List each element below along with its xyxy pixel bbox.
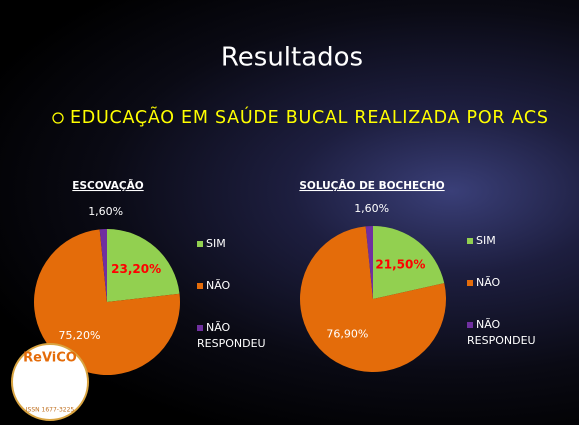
value-label: 1,60% [88,205,123,218]
legend-swatch [197,283,203,289]
logo: ReViCO ISSN 1677-3225 [11,343,89,421]
value-label: 76,90% [326,328,368,341]
legend-swatch [197,241,203,247]
value-label: 21,50% [375,257,425,271]
value-label: 1,60% [354,202,389,215]
legend-swatch [467,322,473,328]
pie-slice [34,229,181,376]
legend-item: NÃO RESPONDEU [197,320,282,352]
legend-swatch [467,280,473,286]
chart-title: SOLUÇÃO DE BOCHECHO [299,179,444,192]
legend-item: NÃO [197,278,282,294]
chart-title: ESCOVAÇÃO [72,179,143,192]
logo-name: ReViCO [23,351,77,366]
pie-slice [300,226,446,372]
legend-label: SIM [476,234,496,247]
legend-item: NÃO RESPONDEU [467,317,552,349]
legend-item: SIM [467,233,552,249]
value-label: 75,20% [59,329,101,342]
legend-label: NÃO [206,279,231,292]
legend-label: NÃO RESPONDEU [467,318,536,347]
legend-label: NÃO RESPONDEU [197,321,266,350]
pie-slice [107,229,180,302]
slide-title: Resultados [221,43,363,73]
pie-slice [99,229,107,302]
pie-slice [365,226,373,299]
legend-label: SIM [206,237,226,250]
logo-circle [11,343,89,421]
value-label: 23,20% [111,262,161,276]
legend-item: NÃO [467,275,552,291]
pie-slice [373,226,445,299]
bullet-text: EDUCAÇÃO EM SAÚDE BUCAL REALIZADA POR AC… [70,106,548,128]
legend-label: NÃO [476,276,501,289]
legend-item: SIM [197,236,282,252]
legend-swatch [197,325,203,331]
logo-issn: ISSN 1677-3225 [26,407,75,414]
bullet-mark [52,112,64,124]
legend-swatch [467,238,473,244]
